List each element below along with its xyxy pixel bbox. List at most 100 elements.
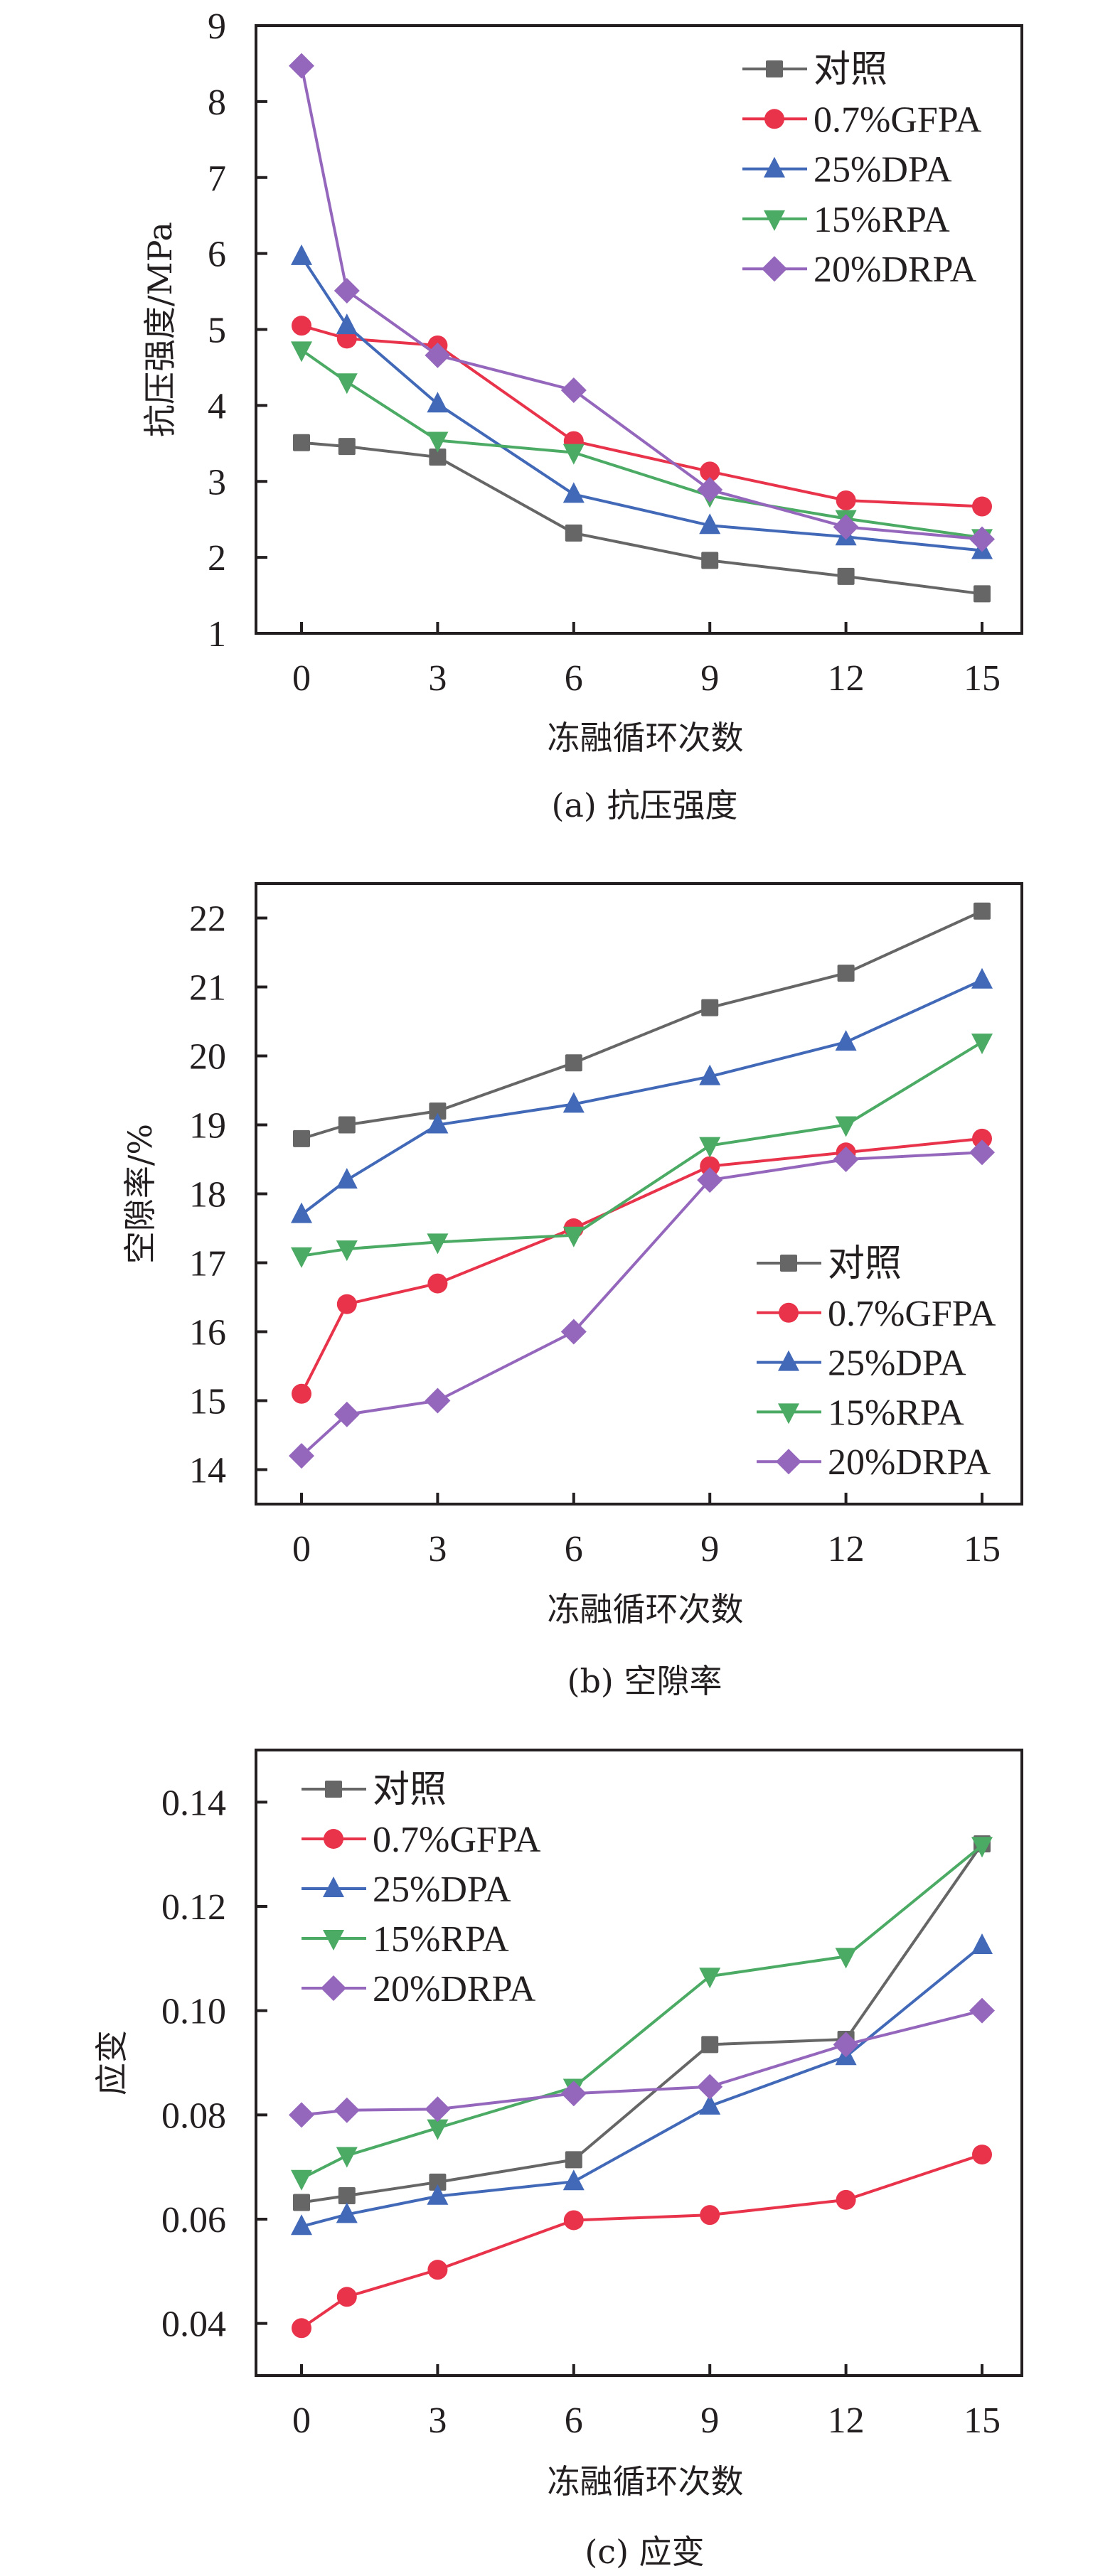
legend: 对照 0.7%GFPA 25%DPA 15%RPA 20%DRPA: [302, 1770, 541, 2009]
y-tick-label: 4: [208, 386, 226, 426]
legend-item: 20%DRPA: [757, 1442, 991, 1483]
data-point: [292, 1383, 311, 1404]
x-tick-label: 3: [428, 2400, 447, 2441]
data-point: [338, 2187, 356, 2204]
series-line: [301, 324, 983, 508]
x-tick-label: 0: [292, 2400, 311, 2441]
data-point: [560, 2081, 587, 2107]
series-triangle-down-3: [291, 1034, 993, 1268]
data-point: [336, 2287, 357, 2307]
x-tick-label: 9: [700, 1529, 719, 1569]
data-point: [336, 2147, 358, 2168]
data-point: [427, 392, 449, 413]
data-point: [971, 967, 993, 989]
data-point: [293, 434, 310, 451]
y-tick-label: 21: [189, 968, 226, 1009]
data-point: [427, 1233, 449, 1255]
data-point: [336, 1168, 358, 1189]
x-axis-title: 冻融循环次数: [548, 1590, 744, 1628]
data-point: [334, 277, 360, 304]
data-point: [969, 1997, 995, 2024]
legend-label: 15%RPA: [373, 1919, 509, 1960]
data-point: [699, 2093, 721, 2115]
data-point: [835, 1116, 857, 1137]
data-point: [292, 2318, 311, 2339]
data-point: [427, 2260, 448, 2280]
data-point: [972, 1128, 992, 1149]
legend-label: 对照: [373, 1770, 447, 1810]
legend-label: 对照: [828, 1244, 902, 1284]
y-tick-label: 0.12: [161, 1887, 226, 1928]
data-point: [338, 438, 356, 456]
y-tick-label: 0.06: [161, 2200, 226, 2240]
series-circle-1: [292, 316, 992, 517]
legend-label: 20%DRPA: [828, 1442, 991, 1483]
data-point: [336, 373, 358, 395]
data-point: [833, 514, 859, 540]
data-point: [291, 1247, 312, 1268]
legend-marker: [321, 1975, 346, 2001]
data-point: [971, 1837, 993, 1858]
data-point: [427, 2184, 449, 2205]
legend-marker: [780, 1255, 797, 1272]
legend-label: 25%DPA: [373, 1869, 511, 1910]
series-diamond-4: [289, 1997, 995, 2128]
x-tick-label: 6: [565, 658, 583, 699]
data-point: [291, 2214, 312, 2236]
y-tick-label: 7: [208, 159, 226, 199]
series-line: [301, 441, 983, 596]
chart-panel-c: 0.04 0.06 0.08 0.10 0.12 0.14 0 3 6 9 12 15 冻融循环次数 应变…: [92, 1749, 1023, 2571]
legend-marker: [323, 1930, 344, 1950]
y-axis-title: 空隙率/%: [121, 1124, 159, 1264]
y-axis-title: 应变: [92, 2030, 131, 2095]
legend-item: 0.7%GFPA: [302, 1820, 541, 1860]
data-point: [972, 2145, 992, 2165]
y-tick-label: 16: [189, 1313, 226, 1353]
series-triangle-up-2: [291, 967, 993, 1223]
data-point: [429, 1102, 447, 1120]
data-point: [697, 477, 723, 503]
plot-frame: [255, 1749, 1023, 2377]
data-point: [562, 2169, 585, 2191]
data-point: [562, 1226, 585, 1247]
data-point: [427, 431, 449, 453]
legend-marker: [325, 1781, 342, 1798]
y-tick-label: 18: [189, 1175, 226, 1215]
x-tick-label: 12: [828, 1529, 865, 1569]
data-point: [425, 2096, 451, 2122]
series-line: [300, 978, 983, 1216]
data-point: [700, 2205, 720, 2226]
data-point: [562, 444, 585, 465]
y-tick-label: 0.14: [161, 1783, 226, 1823]
legend-item: 25%DPA: [742, 150, 952, 190]
series-line: [301, 2009, 983, 2117]
y-tick-label: 0.10: [161, 1992, 226, 2032]
x-tick-label: 3: [428, 1529, 447, 1569]
data-point: [701, 552, 719, 569]
data-point: [560, 377, 587, 403]
data-point: [836, 2189, 856, 2210]
figure-caption: (c) 应变: [585, 2533, 704, 2571]
data-point: [565, 2151, 582, 2169]
legend-marker: [764, 210, 785, 231]
data-point: [565, 1054, 582, 1072]
y-tick-label: 1: [208, 614, 226, 655]
data-point: [835, 1948, 857, 1969]
y-tick-label: 20: [189, 1037, 226, 1078]
data-point: [701, 2036, 719, 2054]
series-diamond-4: [289, 53, 995, 552]
legend-marker: [778, 1350, 799, 1371]
series-diamond-4: [289, 1139, 995, 1469]
figure-caption: (b) 空隙率: [567, 1662, 722, 1700]
legend-label: 0.7%GFPA: [814, 100, 982, 140]
y-tick-label: 15: [189, 1382, 226, 1422]
legend-item: 对照: [302, 1770, 447, 1810]
data-point: [699, 1968, 721, 1989]
x-tick-label: 15: [964, 2400, 1001, 2441]
data-point: [292, 316, 311, 336]
data-point: [427, 2119, 449, 2140]
data-point: [560, 1319, 587, 1345]
legend-marker: [324, 1829, 343, 1849]
y-tick-label: 2: [208, 538, 226, 579]
series-square-0: [293, 434, 991, 603]
